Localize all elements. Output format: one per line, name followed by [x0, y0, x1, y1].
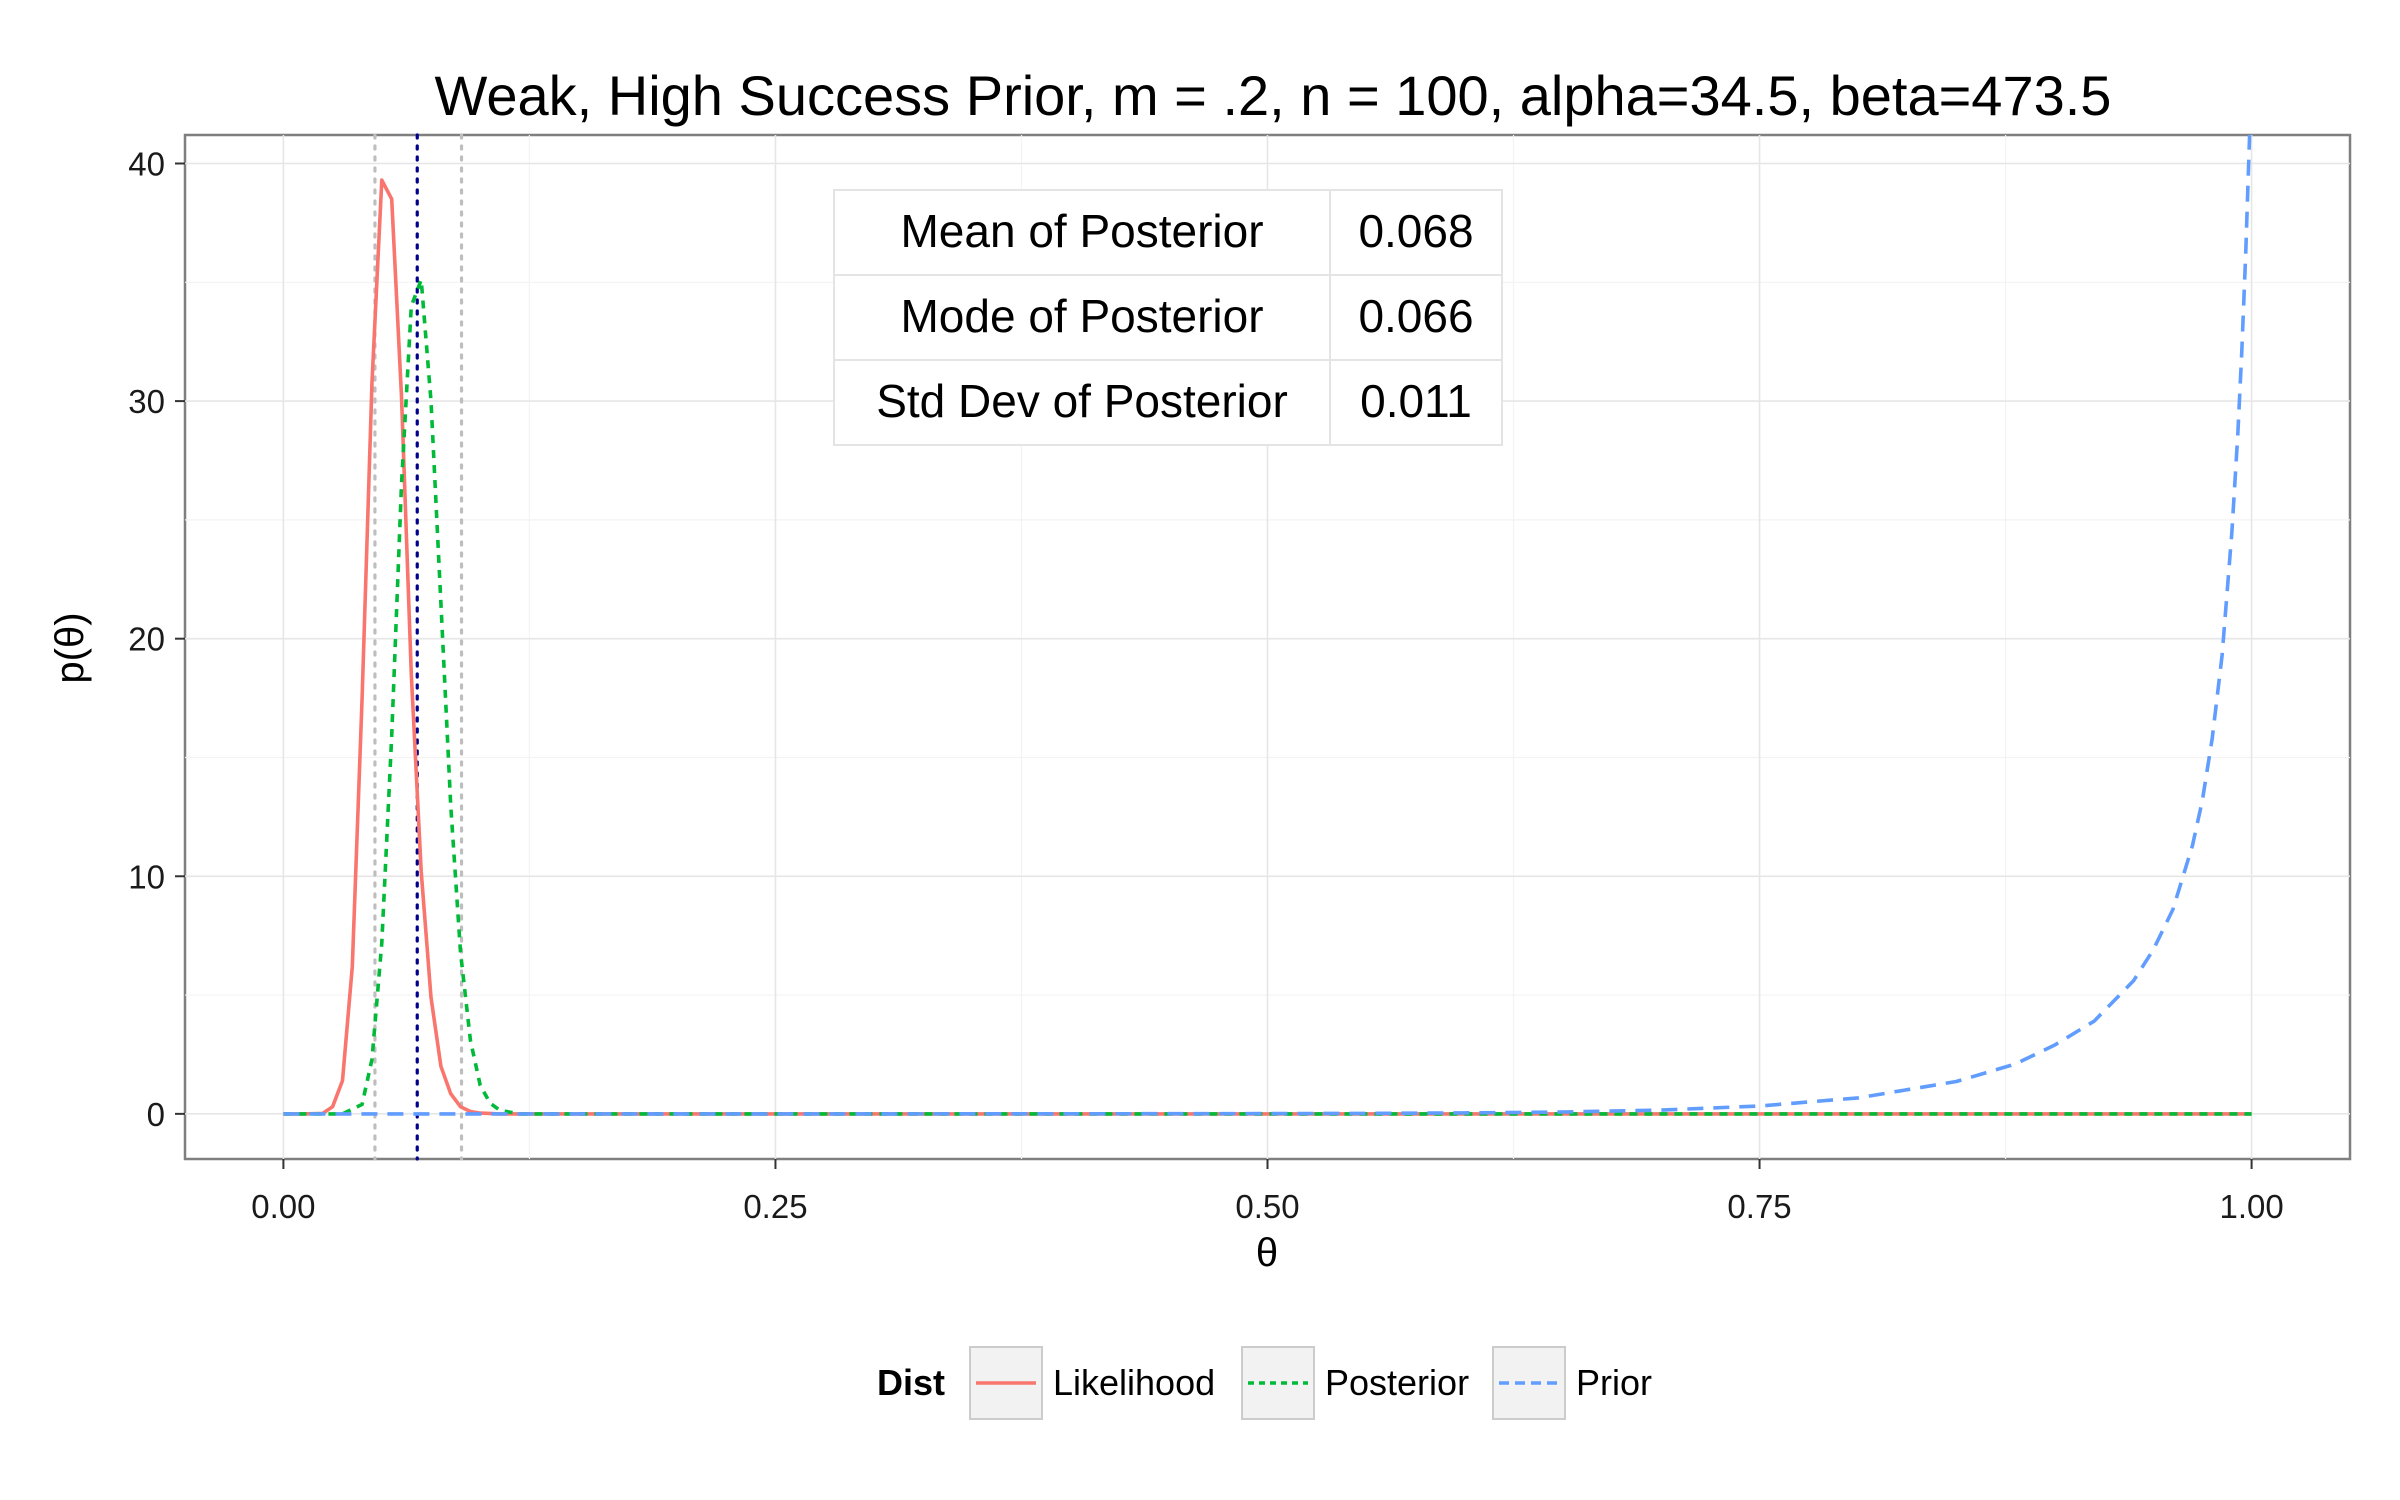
y-tick-label: 20 [128, 621, 165, 658]
stats-table-label-cell [833, 274, 1331, 361]
y-axis-title: p(θ) [48, 612, 92, 683]
y-tick-label: 40 [128, 146, 165, 183]
legend-label-likelihood: Likelihood [1053, 1362, 1215, 1403]
axes: 0.00 0.25 0.50 0.75 1.00 0 10 20 30 40 [128, 146, 2283, 1225]
chart-title: Weak, High Success Prior, m = .2, n = 10… [435, 64, 2112, 127]
stats-table-value: 0.011 [1360, 375, 1472, 427]
legend: Dist Likelihood Posterior Prior [877, 1346, 1652, 1420]
y-tick-label: 30 [128, 383, 165, 420]
stats-table-label: Mode of Posterior [900, 290, 1263, 342]
stats-table: Mean of Posterior 0.068 Mode of Posterior 0… [833, 189, 1503, 446]
x-tick-label: 0.25 [743, 1188, 807, 1225]
stats-table-label: Std Dev of Posterior [876, 375, 1288, 427]
x-axis-title: θ [1256, 1231, 1278, 1275]
stats-table-value-cell [1329, 359, 1503, 446]
series-lines [283, 135, 2252, 1116]
legend-title: Dist [877, 1362, 945, 1403]
stats-table-label: Mean of Posterior [900, 205, 1263, 257]
x-tick-label: 0.50 [1235, 1188, 1299, 1225]
stats-table-value-cell [1329, 274, 1503, 361]
y-tick-label: 0 [147, 1096, 165, 1133]
y-tick-label: 10 [128, 858, 165, 895]
x-tick-label: 0.00 [251, 1188, 315, 1225]
x-tick-label: 1.00 [2219, 1188, 2283, 1225]
stats-table-label-cell [833, 189, 1331, 276]
stats-table-value: 0.066 [1358, 290, 1473, 342]
legend-label-posterior: Posterior [1325, 1362, 1469, 1403]
legend-label-prior: Prior [1576, 1362, 1652, 1403]
stats-table-value: 0.068 [1358, 205, 1473, 257]
series-line-prior [283, 135, 2252, 1116]
stats-table-value-cell [1329, 189, 1503, 276]
series-line-posterior [283, 278, 2252, 1116]
x-tick-label: 0.75 [1727, 1188, 1791, 1225]
